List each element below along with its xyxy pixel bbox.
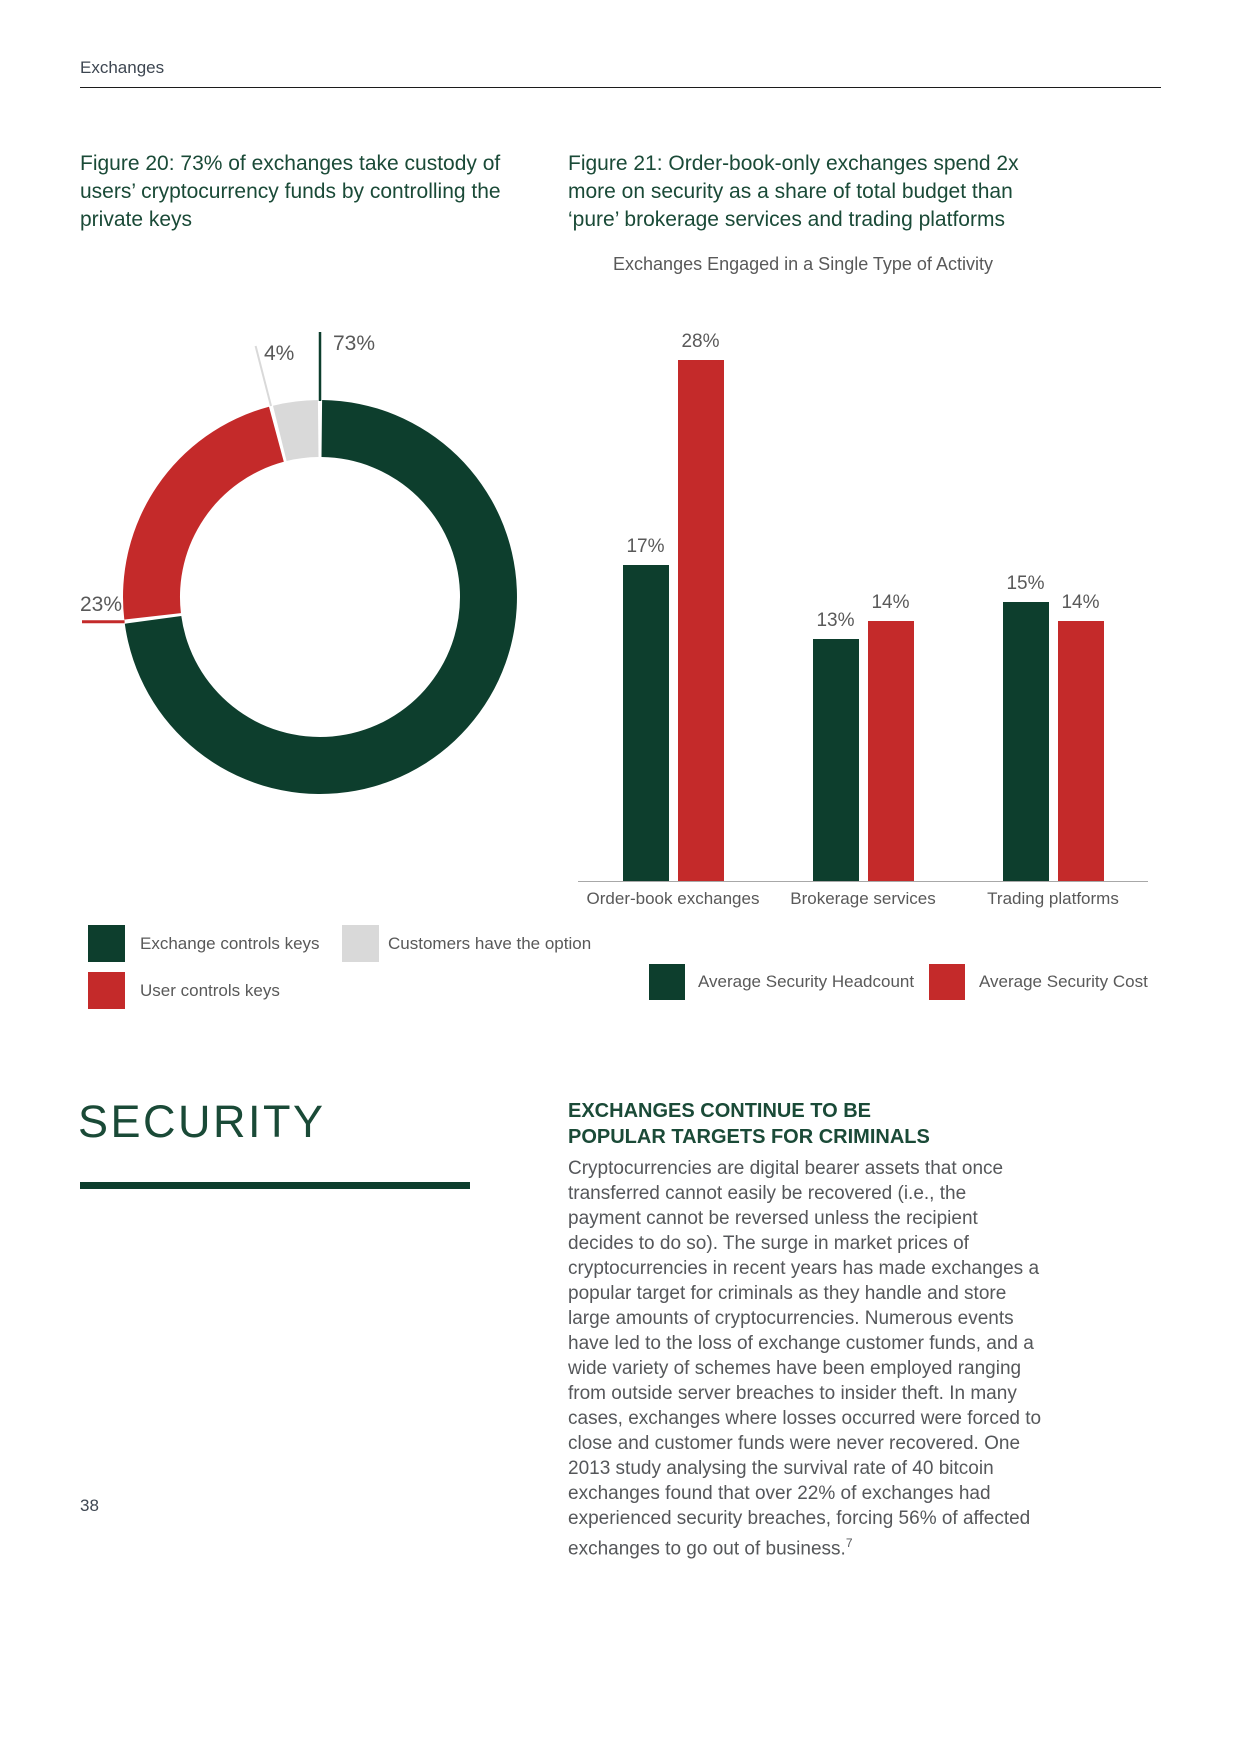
bar-trading-platforms-s1 [1057, 621, 1104, 881]
legend-swatch-exchange-controls-keys [88, 925, 125, 962]
security-body-text: Cryptocurrencies are digital bearer asse… [568, 1158, 1042, 1560]
bar-value-label: 17% [626, 536, 665, 557]
security-subheading-line2: POPULAR TARGETS FOR CRIMINALS [568, 1126, 930, 1148]
figure20-donut-chart: 73% 23% 4% [60, 320, 580, 820]
section-heading-security: SECURITY [78, 1096, 326, 1147]
legend-label-user-controls-keys: User controls keys [140, 981, 280, 1000]
figure20-title: Figure 20: 73% of exchanges take custody… [80, 152, 501, 231]
footnote-marker: 7 [845, 1536, 853, 1550]
donut-slice-2 [273, 400, 319, 461]
security-body-paragraph: Cryptocurrencies are digital bearer asse… [568, 1156, 1042, 1561]
figure21-chart-subtitle: Exchanges Engaged in a Single Type of Ac… [613, 254, 993, 274]
bar-value-label: 14% [1061, 592, 1100, 613]
bar-trading-platforms-s0 [1002, 602, 1049, 881]
figure21-bar-chart: 17% 28% Order-book exchanges 13% 14% Brokerag… [578, 300, 1148, 908]
security-subheading-line1: EXCHANGES CONTINUE TO BE [568, 1100, 871, 1122]
bar-value-label: 13% [816, 610, 855, 631]
bar-category-label: Brokerage services [790, 889, 936, 908]
bar-brokerage-services-s0 [812, 639, 859, 881]
legend-swatch-customers-have-option [342, 925, 379, 962]
donut-percent-label-2: 4% [264, 342, 294, 365]
security-subheading: EXCHANGES CONTINUE TO BE POPULAR TARGETS… [568, 1098, 1048, 1150]
legend-swatch-avg-security-headcount [649, 964, 685, 1000]
figure21-title: Figure 21: Order-book-only exchanges spe… [568, 152, 1019, 231]
bar-order-book-exchanges-s1 [677, 360, 724, 881]
legend-label-avg-security-headcount: Average Security Headcount [698, 972, 915, 991]
bar-category-label: Order-book exchanges [586, 889, 760, 908]
bar-value-label: 15% [1006, 573, 1045, 594]
donut-percent-label-0: 73% [333, 332, 375, 355]
bar-value-label: 14% [871, 592, 910, 613]
section-heading-rule [80, 1182, 470, 1189]
bar-brokerage-services-s1 [867, 621, 914, 881]
legend-label-exchange-controls-keys: Exchange controls keys [140, 934, 320, 953]
donut-percent-label-1: 23% [80, 593, 122, 616]
legend-swatch-user-controls-keys [88, 972, 125, 1009]
running-header: Exchanges [80, 58, 165, 77]
legend-swatch-avg-security-cost [929, 964, 965, 1000]
page-number: 38 [80, 1496, 99, 1515]
bar-order-book-exchanges-s0 [622, 565, 669, 881]
legend-label-avg-security-cost: Average Security Cost [979, 972, 1148, 991]
donut-slice-1 [122, 406, 284, 620]
bar-value-label: 28% [681, 331, 720, 352]
donut-svg: 73% 23% 4% [80, 332, 517, 794]
header-rule [80, 87, 1161, 88]
donut-leader-line-2 [254, 345, 272, 407]
bar-category-label: Trading platforms [987, 889, 1119, 908]
legend-label-customers-have-option: Customers have the option [388, 934, 592, 953]
